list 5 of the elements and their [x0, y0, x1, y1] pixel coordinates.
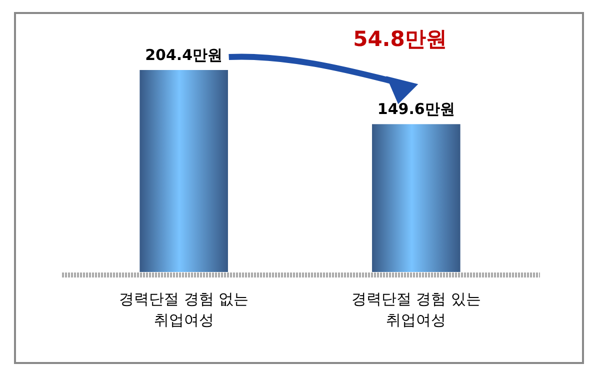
x-tick-label: 경력단절 경험 있는 취업여성: [351, 290, 481, 329]
data-label: 204.4만원: [145, 46, 223, 64]
data-label: 149.6만원: [377, 100, 455, 118]
text: 54.8만원: [353, 27, 447, 51]
x-tick-label: 경력단절 경험 없는 취업여성: [119, 290, 249, 329]
